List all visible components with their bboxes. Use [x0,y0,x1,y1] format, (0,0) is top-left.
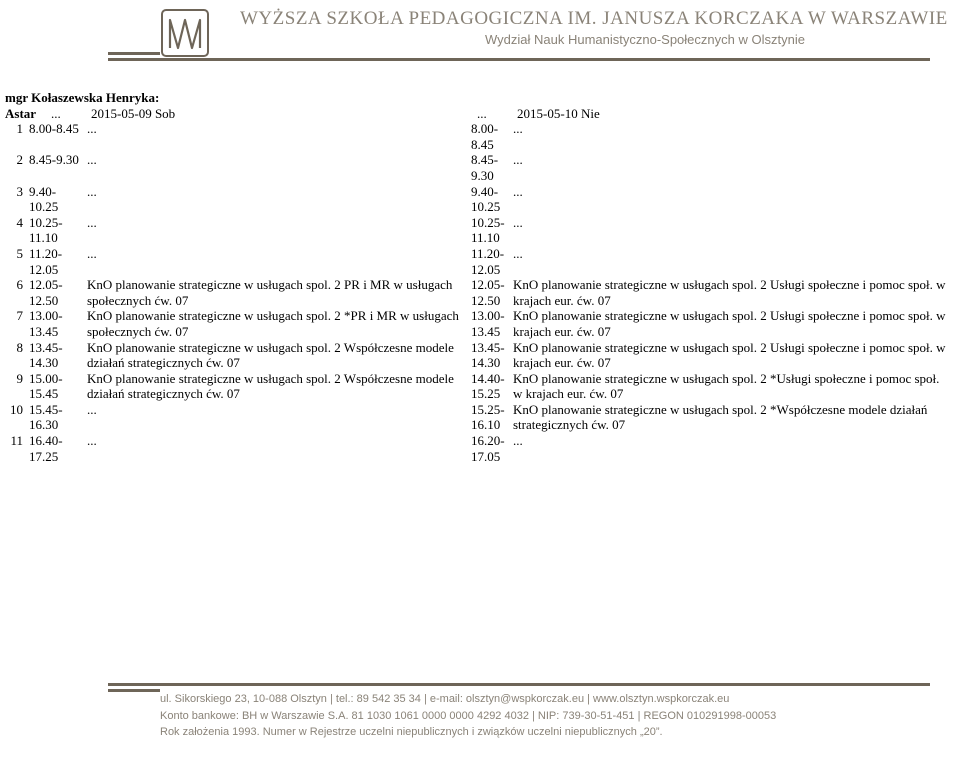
schedule-row: 713.00-13.45KnO planowanie strategiczne … [5,308,955,339]
school-name: WYŻSZA SZKOŁA PEDAGOGICZNA IM. JANUSZA K… [240,8,948,30]
title-time1: ... [51,106,91,122]
schedule-row: 511.20-12.05...11.20-12.05... [5,246,955,277]
time-day2: 12.05-12.50 [471,277,513,308]
desc-day1: ... [87,402,471,418]
time-day1: 11.20-12.05 [29,246,87,277]
time-day2: 16.20-17.05 [471,433,513,464]
title-day1: 2015-05-09 Sob [91,106,477,122]
time-day2: 8.45-9.30 [471,152,513,183]
title-day2: 2015-05-10 Nie [517,106,955,122]
row-number: 5 [5,246,29,262]
time-day1: 15.00-15.45 [29,371,87,402]
schedule-row: 612.05-12.50KnO planowanie strategiczne … [5,277,955,308]
schedule-rows: 18.00-8.45...8.00-8.45...28.45-9.30...8.… [5,121,955,464]
time-day1: 8.45-9.30 [29,152,87,168]
desc-day2: KnO planowanie strategiczne w usługach s… [513,340,955,371]
row-number: 10 [5,402,29,418]
col-astar: Astar [5,106,51,122]
time-day1: 13.00-13.45 [29,308,87,339]
time-day2: 13.45-14.30 [471,340,513,371]
schedule-row: 1116.40-17.25...16.20-17.05... [5,433,955,464]
row-number: 3 [5,184,29,200]
time-day2: 10.25-11.10 [471,215,513,246]
time-day1: 16.40-17.25 [29,433,87,464]
footer-rule-long [108,683,930,686]
desc-day1: ... [87,433,471,449]
time-day2: 15.25-16.10 [471,402,513,433]
desc-day2: ... [513,433,955,449]
time-day1: 10.25-11.10 [29,215,87,246]
desc-day2: KnO planowanie strategiczne w usługach s… [513,402,955,433]
page-header: WYŻSZA SZKOŁA PEDAGOGICZNA IM. JANUSZA K… [0,0,960,80]
header-rule-short [108,52,160,55]
row-number: 6 [5,277,29,293]
row-number: 9 [5,371,29,387]
desc-day1: ... [87,121,471,137]
time-day1: 13.45-14.30 [29,340,87,371]
teacher-name: mgr Kołaszewska Henryka: [5,90,955,106]
desc-day1: KnO planowanie strategiczne w usługach s… [87,340,471,371]
faculty-name: Wydział Nauk Humanistyczno-Społecznych w… [485,32,805,47]
time-day1: 12.05-12.50 [29,277,87,308]
row-number: 2 [5,152,29,168]
desc-day2: KnO planowanie strategiczne w usługach s… [513,277,955,308]
schedule-row: 813.45-14.30KnO planowanie strategiczne … [5,340,955,371]
desc-day1: ... [87,215,471,231]
page-footer: ul. Sikorskiego 23, 10-088 Olsztyn | tel… [0,683,960,773]
desc-day1: ... [87,184,471,200]
desc-day2: ... [513,121,955,137]
time-day2: 11.20-12.05 [471,246,513,277]
footer-rule-short [108,689,160,692]
desc-day2: ... [513,246,955,262]
schedule-row: 39.40-10.25...9.40-10.25... [5,184,955,215]
row-number: 11 [5,433,29,449]
header-rule-long [108,58,930,61]
row-number: 4 [5,215,29,231]
page: WYŻSZA SZKOŁA PEDAGOGICZNA IM. JANUSZA K… [0,0,960,773]
time-day1: 15.45-16.30 [29,402,87,433]
desc-day1: KnO planowanie strategiczne w usługach s… [87,308,471,339]
time-day2: 8.00-8.45 [471,121,513,152]
row-number: 1 [5,121,29,137]
row-number: 8 [5,340,29,356]
schedule-title-row: Astar ... 2015-05-09 Sob ... 2015-05-10 … [5,106,955,122]
desc-day2: KnO planowanie strategiczne w usługach s… [513,371,955,402]
schedule-row: 18.00-8.45...8.00-8.45... [5,121,955,152]
desc-day2: ... [513,215,955,231]
desc-day1: ... [87,152,471,168]
desc-day2: ... [513,152,955,168]
schedule-row: 915.00-15.45KnO planowanie strategiczne … [5,371,955,402]
desc-day1: KnO planowanie strategiczne w usługach s… [87,371,471,402]
schedule-row: 28.45-9.30...8.45-9.30... [5,152,955,183]
time-day2: 13.00-13.45 [471,308,513,339]
desc-day2: KnO planowanie strategiczne w usługach s… [513,308,955,339]
footer-line-1: ul. Sikorskiego 23, 10-088 Olsztyn | tel… [160,691,930,708]
footer-line-3: Rok założenia 1993. Numer w Rejestrze uc… [160,724,930,741]
school-logo-icon [160,8,210,58]
time-day1: 9.40-10.25 [29,184,87,215]
time-day2: 9.40-10.25 [471,184,513,215]
schedule-content: mgr Kołaszewska Henryka: Astar ... 2015-… [0,80,960,464]
time-day1: 8.00-8.45 [29,121,87,137]
row-number: 7 [5,308,29,324]
desc-day1: KnO planowanie strategiczne w usługach s… [87,277,471,308]
schedule-row: 410.25-11.10...10.25-11.10... [5,215,955,246]
desc-day2: ... [513,184,955,200]
title-time2: ... [477,106,517,122]
footer-line-2: Konto bankowe: BH w Warszawie S.A. 81 10… [160,708,930,725]
time-day2: 14.40-15.25 [471,371,513,402]
schedule-row: 1015.45-16.30...15.25-16.10KnO planowani… [5,402,955,433]
desc-day1: ... [87,246,471,262]
